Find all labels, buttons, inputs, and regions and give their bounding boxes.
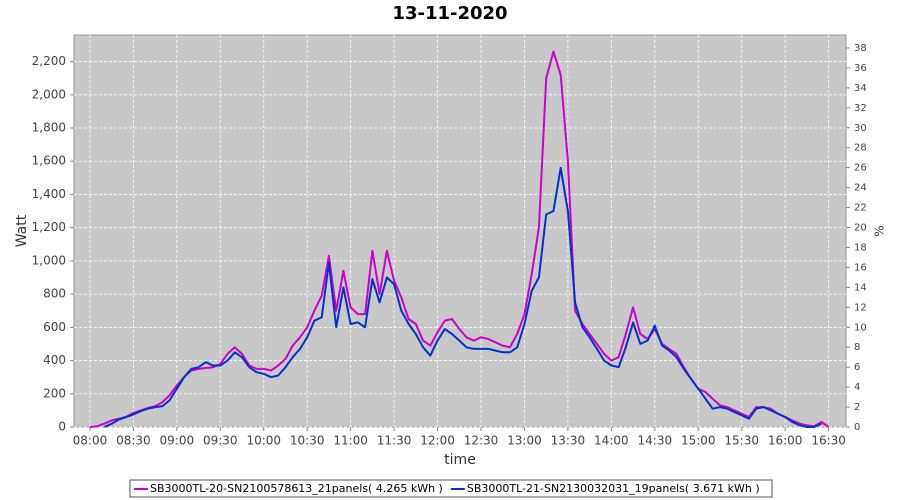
plot-area <box>73 34 847 428</box>
x-tick-label: 12:00 <box>420 434 455 448</box>
y2-tick-label: 2 <box>854 402 860 413</box>
y-tick-label: 1,600 <box>32 154 66 168</box>
y2-tick-label: 26 <box>854 163 867 174</box>
x-tick-label: 13:30 <box>551 434 586 448</box>
x-tick-label: 08:30 <box>116 434 151 448</box>
x-tick-label: 10:30 <box>290 434 325 448</box>
series-line <box>103 166 822 428</box>
y2-tick-label: 32 <box>854 103 867 114</box>
y2-tick-label: 28 <box>854 143 867 154</box>
x-axis-label: time <box>444 452 476 468</box>
y2-tick-label: 36 <box>854 63 867 74</box>
x-tick-label: 15:30 <box>724 434 759 448</box>
y2-tick-label: 14 <box>854 282 867 293</box>
x-tick-label: 09:30 <box>203 434 238 448</box>
x-tick-label: 14:30 <box>638 434 673 448</box>
series-line <box>89 50 830 428</box>
y2-tick-label: 24 <box>854 183 867 194</box>
y-tick-label: 1,000 <box>32 253 66 267</box>
x-tick-label: 09:00 <box>160 434 195 448</box>
y-axis-label: Watt <box>14 214 30 247</box>
x-tick-label: 13:00 <box>507 434 542 448</box>
x-tick-label: 10:00 <box>246 434 281 448</box>
y-tick-label: 1,800 <box>32 121 66 135</box>
y2-tick-label: 38 <box>854 43 867 54</box>
y-tick-label: 2,000 <box>32 87 66 101</box>
legend-label: SB3000TL-21-SN2130032031_19panels( 3.671… <box>467 482 760 495</box>
y2-tick-label: 30 <box>854 123 867 134</box>
y2-tick-label: 6 <box>854 362 860 373</box>
x-tick-label: 11:00 <box>333 434 368 448</box>
x-tick-label: 16:00 <box>768 434 803 448</box>
y-tick-label: 2,200 <box>32 54 66 68</box>
y-tick-label: 400 <box>43 353 66 367</box>
y-tick-label: 1,400 <box>32 187 66 201</box>
y2-tick-label: 20 <box>854 223 867 234</box>
y-tick-label: 1,200 <box>32 220 66 234</box>
y2-tick-label: 34 <box>854 83 867 94</box>
x-tick-label: 12:30 <box>464 434 499 448</box>
y-tick-label: 600 <box>43 320 66 334</box>
x-tick-label: 14:00 <box>594 434 629 448</box>
chart-title: 13-11-2020 <box>392 3 507 24</box>
y2-tick-label: 16 <box>854 262 867 273</box>
y2-tick-label: 12 <box>854 302 867 313</box>
x-tick-label: 11:30 <box>377 434 412 448</box>
y-tick-label: 0 <box>58 420 66 434</box>
y-tick-label: 200 <box>43 386 66 400</box>
y-tick-label: 800 <box>43 287 66 301</box>
y2-tick-label: 22 <box>854 203 867 214</box>
y2-tick-label: 4 <box>854 382 860 393</box>
y2-axis-label: % <box>873 225 887 236</box>
y2-tick-label: 10 <box>854 322 867 333</box>
x-tick-label: 16:30 <box>811 434 846 448</box>
y2-tick-label: 18 <box>854 242 867 253</box>
x-tick-label: 15:00 <box>681 434 716 448</box>
y2-tick-label: 8 <box>854 342 860 353</box>
x-tick-label: 08:00 <box>73 434 108 448</box>
legend-label: SB3000TL-20-SN2100578613_21panels( 4.265… <box>150 482 443 495</box>
y2-tick-label: 0 <box>854 422 860 433</box>
